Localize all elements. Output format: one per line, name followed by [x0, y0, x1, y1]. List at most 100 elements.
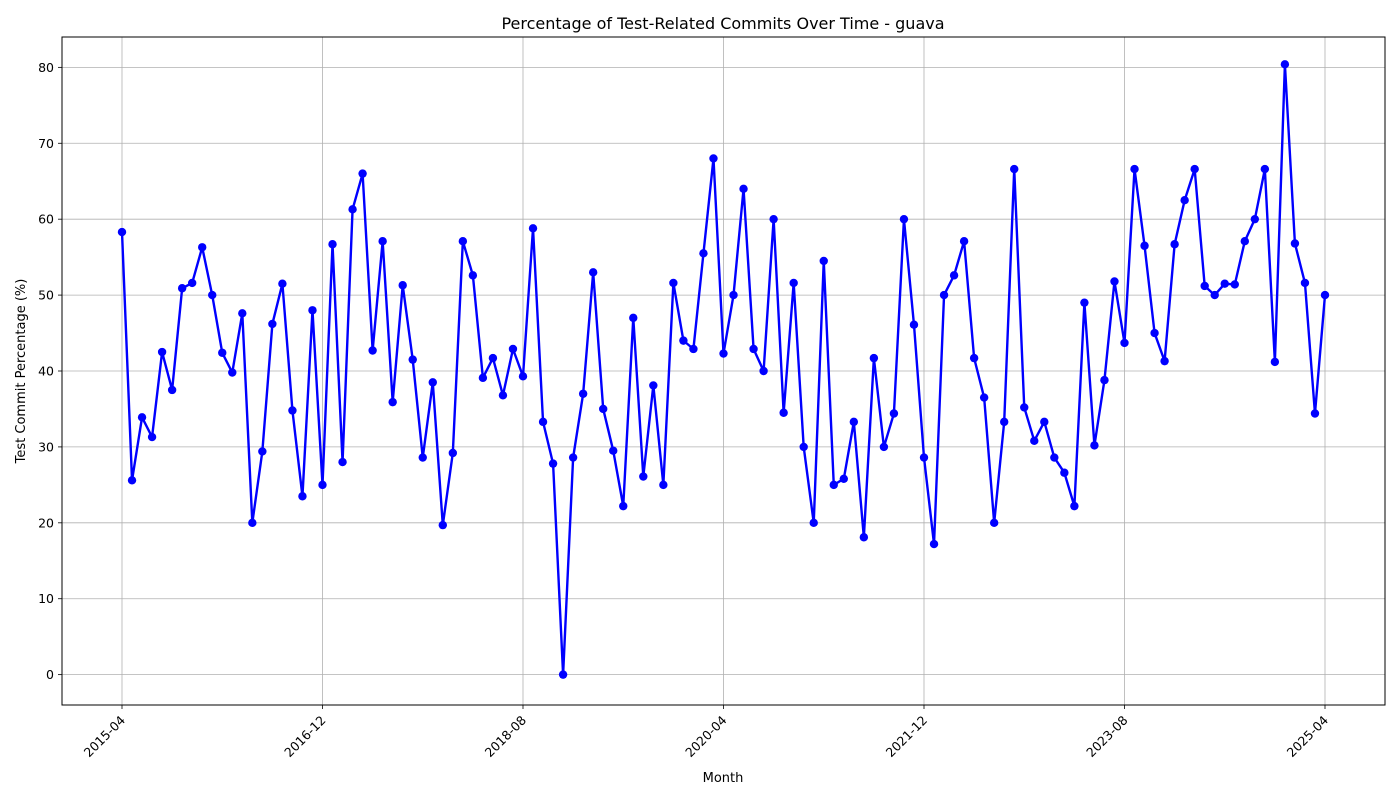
data-point — [208, 290, 217, 300]
data-point — [518, 372, 528, 381]
y-tick-label: 30 — [38, 439, 54, 454]
data-point — [1220, 279, 1229, 288]
data-series — [117, 60, 1330, 679]
data-point — [147, 432, 157, 442]
data-point — [1230, 280, 1239, 289]
data-point — [448, 448, 458, 458]
data-point — [1090, 441, 1099, 450]
data-point — [378, 236, 387, 246]
data-point — [1200, 281, 1209, 291]
data-point — [1080, 298, 1089, 307]
data-point — [568, 453, 578, 462]
data-point — [599, 404, 608, 414]
data-point — [899, 214, 909, 224]
data-point — [268, 319, 277, 329]
data-point — [418, 453, 427, 462]
data-point — [829, 480, 838, 490]
data-point — [288, 406, 297, 415]
data-point — [749, 344, 758, 354]
data-point — [1060, 468, 1069, 477]
data-point — [659, 480, 668, 490]
x-axis-label: Month — [703, 771, 744, 786]
data-point — [558, 670, 568, 679]
data-point — [1100, 375, 1109, 385]
data-point — [548, 459, 558, 468]
chart-title: Percentage of Test-Related Commits Over … — [501, 14, 944, 33]
data-point — [649, 381, 658, 390]
data-point — [368, 346, 377, 355]
data-point — [338, 457, 347, 467]
data-point — [1120, 338, 1129, 348]
data-point — [1130, 164, 1139, 174]
data-point — [679, 336, 688, 345]
data-point — [428, 378, 437, 387]
y-tick-label: 0 — [46, 667, 54, 682]
data-point — [809, 518, 818, 528]
data-point — [1310, 409, 1320, 418]
data-point — [739, 184, 748, 194]
data-point — [1180, 196, 1189, 205]
data-point — [117, 227, 127, 237]
data-point — [578, 389, 588, 398]
data-point — [909, 320, 919, 329]
data-point — [1140, 241, 1149, 250]
data-point — [1260, 164, 1270, 174]
data-point — [218, 348, 227, 357]
data-point — [1050, 453, 1059, 462]
y-tick-label: 50 — [38, 288, 54, 303]
data-point — [278, 279, 287, 288]
data-point — [859, 533, 869, 542]
data-point — [1020, 403, 1029, 412]
data-point — [488, 353, 498, 363]
y-tick-label: 80 — [38, 60, 54, 75]
data-point — [508, 344, 518, 354]
data-point — [1250, 214, 1260, 224]
data-point — [769, 214, 778, 224]
data-point — [588, 268, 598, 277]
data-point — [228, 368, 237, 377]
y-tick-label: 70 — [38, 136, 54, 151]
data-point — [759, 366, 768, 376]
data-point — [157, 347, 167, 357]
data-point — [949, 271, 959, 280]
data-point — [879, 442, 889, 452]
data-point — [969, 353, 979, 363]
data-point — [1190, 164, 1199, 174]
data-point — [358, 169, 367, 178]
data-point — [939, 290, 949, 300]
y-axis-label: Test Commit Percentage (%) — [14, 279, 29, 465]
y-tick-label: 20 — [38, 515, 54, 530]
data-point — [478, 373, 488, 383]
data-point — [819, 256, 828, 266]
data-point — [1290, 239, 1300, 248]
data-point — [669, 278, 678, 288]
y-tick-label: 40 — [38, 364, 54, 379]
data-point — [388, 397, 397, 407]
data-point — [1070, 501, 1079, 511]
data-point — [258, 447, 267, 456]
data-point — [1210, 290, 1219, 300]
data-point — [177, 284, 187, 293]
data-point — [639, 472, 648, 481]
data-point — [1040, 417, 1049, 427]
data-point — [1110, 277, 1119, 286]
data-point — [318, 480, 327, 490]
data-point — [167, 385, 177, 395]
data-point — [1270, 357, 1280, 367]
y-tick-label: 60 — [38, 212, 54, 227]
data-point — [979, 393, 989, 402]
y-tick-label: 10 — [38, 591, 54, 606]
data-point — [709, 154, 718, 163]
data-point — [1170, 240, 1179, 249]
data-point — [699, 249, 708, 258]
data-point — [127, 476, 137, 485]
data-point — [528, 224, 538, 233]
data-point — [438, 520, 447, 530]
data-point — [849, 417, 859, 427]
data-point — [1000, 417, 1009, 427]
data-point — [869, 353, 879, 363]
data-point — [729, 290, 738, 300]
data-point — [1240, 236, 1250, 246]
